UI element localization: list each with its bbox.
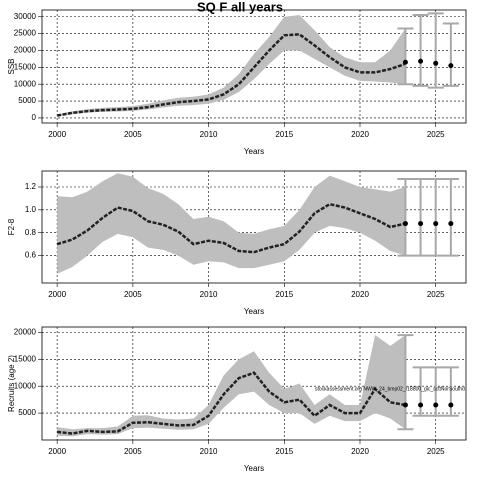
x-tick-label: 2020 — [351, 130, 369, 139]
y-tick-label: 5000 — [18, 408, 36, 417]
chart-title: SQ F all years — [197, 0, 283, 14]
forecast-point — [433, 402, 439, 408]
x-tick-label: 2025 — [427, 130, 445, 139]
y-tick-label: 0.6 — [25, 251, 37, 260]
x-tick-label: 2020 — [351, 290, 369, 299]
x-tick-label: 2025 — [427, 290, 445, 299]
confidence-band — [57, 173, 406, 274]
y-tick-label: 30000 — [14, 12, 37, 21]
forecast-point — [402, 59, 408, 65]
plot-frame — [41, 9, 467, 124]
y-tick-label: 15000 — [14, 62, 37, 71]
y-axis-label: F2-8 — [7, 218, 16, 235]
x-tick-label: 2015 — [275, 290, 293, 299]
x-tick-label: 2010 — [200, 130, 218, 139]
y-tick-label: 10000 — [14, 381, 37, 390]
median-line — [56, 202, 406, 254]
x-tick-label: 2015 — [275, 130, 293, 139]
plot-frame — [41, 326, 467, 441]
forecast-point — [448, 402, 454, 408]
y-tick-label: 15000 — [14, 354, 37, 363]
x-tick-label: 2010 — [200, 290, 218, 299]
forecast-point — [418, 221, 424, 227]
median-line — [56, 33, 406, 117]
y-tick-label: 20000 — [14, 46, 37, 55]
y-tick-label: 5000 — [18, 96, 36, 105]
x-tick-label: 2005 — [124, 447, 142, 456]
x-tick-label: 2000 — [48, 447, 66, 456]
y-tick-label: 20000 — [14, 327, 37, 336]
median-line — [57, 371, 406, 435]
x-tick-label: 2010 — [200, 447, 218, 456]
x-axis-label: Years — [244, 307, 264, 316]
x-tick-label: 2005 — [124, 290, 142, 299]
forecast-point — [402, 402, 408, 408]
y-tick-label: 10000 — [14, 79, 37, 88]
x-axis-label: Years — [244, 147, 264, 156]
y-tick-label: 1.0 — [25, 205, 37, 214]
y-tick-label: 1.2 — [25, 182, 37, 191]
y-tick-label: 0.8 — [25, 228, 37, 237]
x-tick-label: 2005 — [124, 130, 142, 139]
forecast-point — [448, 221, 454, 227]
y-tick-label: 25000 — [14, 29, 37, 38]
forecast-point — [402, 221, 408, 227]
x-tick-label: 2015 — [275, 447, 293, 456]
forecast-point — [433, 60, 439, 66]
x-tick-label: 2000 — [48, 130, 66, 139]
x-tick-label: 2025 — [427, 447, 445, 456]
forecast-point — [433, 221, 439, 227]
forecast-point — [418, 58, 424, 64]
x-tick-label: 2020 — [351, 447, 369, 456]
y-axis-label: Recruits (age 2) — [7, 355, 16, 412]
y-axis-label: SSB — [7, 58, 16, 74]
annotation: stockassessment.org NWW_24_bmp02_r18800_… — [315, 386, 465, 392]
y-tick-label: 0 — [32, 113, 37, 122]
x-tick-label: 2000 — [48, 290, 66, 299]
forecast-point — [448, 63, 454, 69]
plot-frame — [41, 170, 467, 284]
forecast-point — [418, 402, 424, 408]
x-axis-label: Years — [244, 464, 264, 473]
confidence-band — [57, 15, 406, 117]
